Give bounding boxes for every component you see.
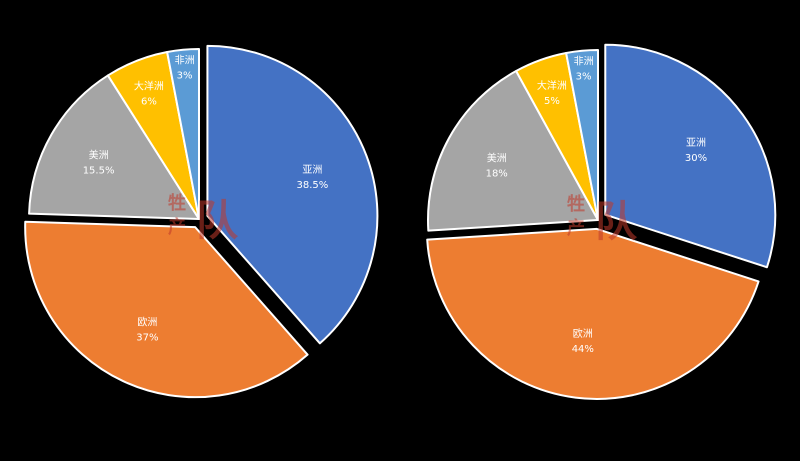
pie-slice-africa (166, 48, 200, 220)
pie-slice-europe (426, 227, 760, 400)
slice-label-europe: 欧洲 (137, 317, 157, 329)
svg-text:牲: 牲 (567, 193, 585, 215)
pie-slice-americas (427, 70, 599, 232)
slice-label-asia: 亚洲 (686, 137, 706, 149)
svg-text:队: 队 (595, 197, 638, 246)
slice-label-africa: 非洲 (574, 56, 594, 68)
slice-label-americas: 美洲 (89, 149, 109, 162)
slice-label-oceania: 大洋洲 (537, 79, 567, 92)
slice-value-europe: 37% (136, 333, 158, 344)
slice-value-africa: 3% (177, 71, 193, 82)
slice-value-oceania: 6% (141, 97, 157, 108)
slice-value-asia: 38.5% (296, 180, 328, 191)
watermark: 牲产队 (168, 192, 239, 245)
slice-value-oceania: 5% (544, 96, 560, 107)
slice-value-africa: 3% (576, 72, 592, 83)
slice-label-americas: 美洲 (487, 151, 507, 164)
pie-slice-africa (565, 49, 599, 221)
slice-label-africa: 非洲 (175, 55, 195, 67)
watermark: 牲产队 (567, 193, 638, 246)
pie-slice-asia (206, 44, 379, 345)
slice-value-americas: 18% (486, 168, 508, 179)
svg-text:队: 队 (196, 196, 239, 245)
pie-slice-europe (24, 220, 309, 399)
slice-value-americas: 15.5% (83, 166, 115, 177)
slice-label-asia: 亚洲 (302, 164, 322, 176)
slice-value-europe: 44% (572, 344, 594, 355)
svg-text:产: 产 (567, 217, 585, 239)
slice-value-asia: 30% (685, 153, 707, 164)
pie-slice-americas (28, 74, 200, 220)
svg-text:产: 产 (168, 216, 186, 238)
slice-label-europe: 欧洲 (573, 328, 593, 340)
slice-label-oceania: 大洋洲 (134, 80, 164, 93)
svg-text:牲: 牲 (168, 192, 186, 214)
pie-chart-1: 亚洲 38.5% 欧洲 37% 美洲 15.5% 大洋洲 6% 非洲 3% 牲产队 (24, 44, 379, 399)
pie-slice-asia (604, 43, 777, 269)
pie-chart-2: 亚洲 30% 欧洲 44% 美洲 18% 大洋洲 5% 非洲 3% 牲产队 (426, 43, 777, 400)
